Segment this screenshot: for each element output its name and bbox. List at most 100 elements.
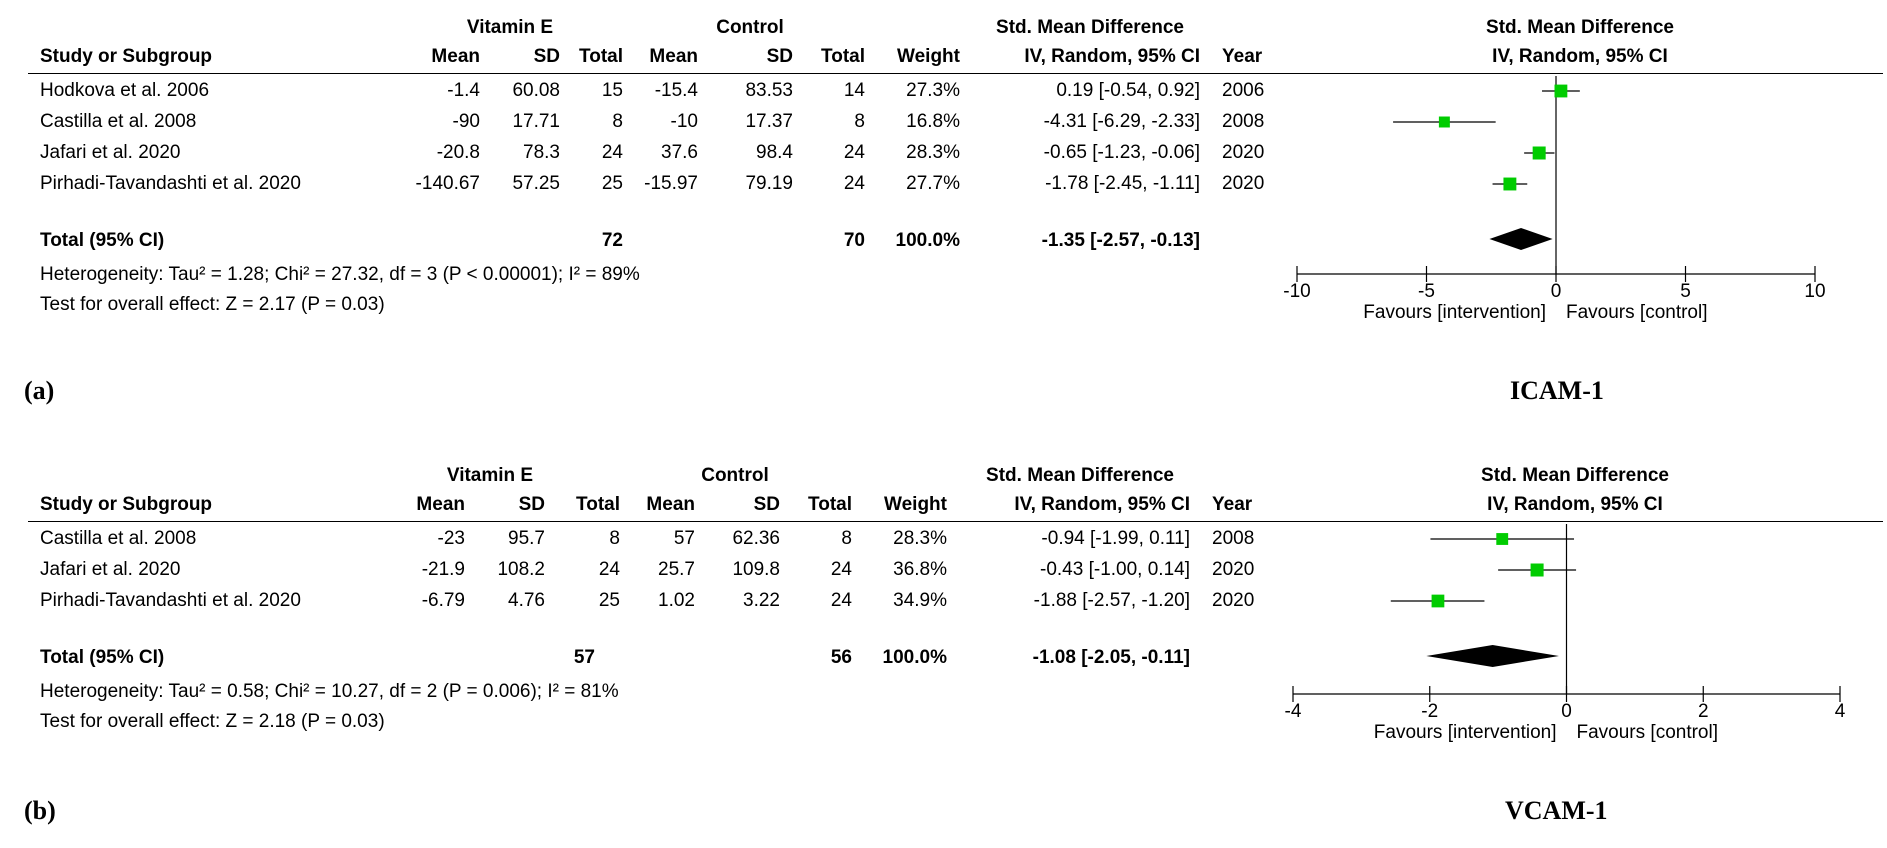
exp-total-col-header: Total — [576, 494, 620, 515]
header-divider — [28, 73, 1883, 74]
panel-label: (a) — [24, 376, 55, 405]
smd-ci: -1.78 [-2.45, -1.11] — [1045, 173, 1200, 194]
exp-total: 24 — [601, 142, 623, 163]
plot-method-header: IV, Random, 95% CI — [1492, 46, 1668, 67]
exp-sd: 57.25 — [512, 173, 560, 194]
ctl-sd: 3.22 — [743, 590, 780, 611]
weight-col-header: Weight — [897, 46, 960, 67]
exp-mean: -6.79 — [421, 590, 465, 611]
heterogeneity-stat: Heterogeneity: Tau² = 0.58; Chi² = 10.27… — [40, 681, 619, 702]
total-exp: 57 — [573, 647, 595, 668]
favours-control-label: Favours [control] — [1566, 302, 1708, 323]
smd-title-header: Std. Mean Difference — [986, 465, 1174, 486]
ctl-total: 24 — [830, 590, 852, 611]
study-name: Pirhadi-Tavandashti et al. 2020 — [40, 173, 301, 194]
point-estimate-marker — [1431, 594, 1445, 608]
ctl-group-header: Control — [701, 465, 769, 486]
x-tick-label: -2 — [1421, 701, 1438, 722]
year: 2020 — [1212, 559, 1255, 580]
ctl-total: 24 — [830, 559, 852, 580]
year-col-header: Year — [1212, 494, 1253, 515]
x-tick-label: 2 — [1698, 701, 1709, 722]
exp-mean-col-header: Mean — [431, 46, 480, 67]
ctl-sd: 109.8 — [732, 559, 780, 580]
year: 2020 — [1222, 173, 1265, 194]
smd-title-header: Std. Mean Difference — [996, 17, 1184, 38]
total-exp: 72 — [601, 230, 623, 251]
total-ctl: 56 — [830, 647, 852, 668]
ctl-total-col-header: Total — [821, 46, 865, 67]
study-name: Castilla et al. 2008 — [40, 528, 197, 549]
total-weight: 100.0% — [895, 230, 960, 251]
weight: 16.8% — [906, 111, 960, 132]
ctl-total: 8 — [841, 528, 852, 549]
exp-sd: 60.08 — [512, 80, 560, 101]
ctl-group-header: Control — [716, 17, 784, 38]
smd-ci: -4.31 [-6.29, -2.33] — [1043, 111, 1200, 132]
ctl-sd-col-header: SD — [766, 46, 793, 67]
study-name: Castilla et al. 2008 — [40, 111, 197, 132]
favours-intervention-label: Favours [intervention] — [1374, 722, 1557, 743]
ctl-sd: 17.37 — [745, 111, 793, 132]
x-tick-label: -5 — [1418, 281, 1435, 302]
x-tick-label: 0 — [1551, 281, 1562, 302]
overall-effect-stat: Test for overall effect: Z = 2.17 (P = 0… — [40, 294, 385, 315]
ctl-mean-col-header: Mean — [649, 46, 698, 67]
year: 2020 — [1212, 590, 1255, 611]
exp-mean: -21.9 — [421, 559, 465, 580]
exp-mean: -1.4 — [447, 80, 480, 101]
ctl-total: 24 — [843, 173, 865, 194]
ctl-mean: 57 — [673, 528, 695, 549]
year: 2020 — [1222, 142, 1265, 163]
point-estimate-marker — [1554, 84, 1568, 98]
outcome-label: ICAM-1 — [1510, 376, 1604, 405]
ctl-total: 8 — [854, 111, 865, 132]
exp-mean-col-header: Mean — [416, 494, 465, 515]
study-col-header: Study or Subgroup — [40, 494, 213, 515]
ctl-mean: 1.02 — [658, 590, 695, 611]
weight: 36.8% — [893, 559, 947, 580]
weight: 27.3% — [906, 80, 960, 101]
point-estimate-marker — [1530, 563, 1544, 577]
exp-mean: -23 — [437, 528, 465, 549]
total-label: Total (95% CI) — [40, 230, 165, 251]
ctl-total: 24 — [843, 142, 865, 163]
exp-total-col-header: Total — [579, 46, 623, 67]
study-name: Pirhadi-Tavandashti et al. 2020 — [40, 590, 301, 611]
exp-group-header: Vitamin E — [466, 17, 554, 38]
study-name: Jafari et al. 2020 — [40, 559, 181, 580]
exp-total: 24 — [598, 559, 620, 580]
smd-ci: -0.65 [-1.23, -0.06] — [1043, 142, 1200, 163]
pooled-diamond — [1489, 228, 1553, 250]
study-name: Hodkova et al. 2006 — [40, 80, 210, 101]
exp-sd: 4.76 — [508, 590, 545, 611]
weight: 28.3% — [906, 142, 960, 163]
exp-total: 25 — [601, 173, 623, 194]
point-estimate-marker — [1438, 116, 1450, 128]
ctl-sd: 98.4 — [756, 142, 793, 163]
total-ctl: 70 — [843, 230, 865, 251]
x-tick-label: 5 — [1680, 281, 1691, 302]
year: 2008 — [1212, 528, 1255, 549]
point-estimate-marker — [1503, 177, 1517, 191]
exp-mean: -140.67 — [415, 173, 480, 194]
total-ci: -1.08 [-2.05, -0.11] — [1032, 647, 1190, 668]
smd-method-col-header: IV, Random, 95% CI — [1014, 494, 1190, 515]
x-tick-label: 4 — [1835, 701, 1846, 722]
smd-ci: -0.94 [-1.99, 0.11] — [1041, 528, 1190, 549]
favours-control-label: Favours [control] — [1577, 722, 1719, 743]
exp-sd: 108.2 — [497, 559, 545, 580]
smd-method-col-header: IV, Random, 95% CI — [1024, 46, 1200, 67]
year: 2008 — [1222, 111, 1265, 132]
exp-sd-col-header: SD — [518, 494, 545, 515]
heterogeneity-stat: Heterogeneity: Tau² = 1.28; Chi² = 27.32… — [40, 264, 640, 285]
panel-label: (b) — [24, 796, 56, 825]
ctl-mean: -10 — [670, 111, 698, 132]
exp-sd: 78.3 — [523, 142, 560, 163]
ctl-mean: 25.7 — [658, 559, 695, 580]
smd-ci: 0.19 [-0.54, 0.92] — [1056, 80, 1200, 101]
x-tick-label: -4 — [1285, 701, 1302, 722]
header-divider — [28, 521, 1883, 522]
ctl-total-col-header: Total — [808, 494, 852, 515]
pooled-diamond — [1426, 645, 1559, 667]
